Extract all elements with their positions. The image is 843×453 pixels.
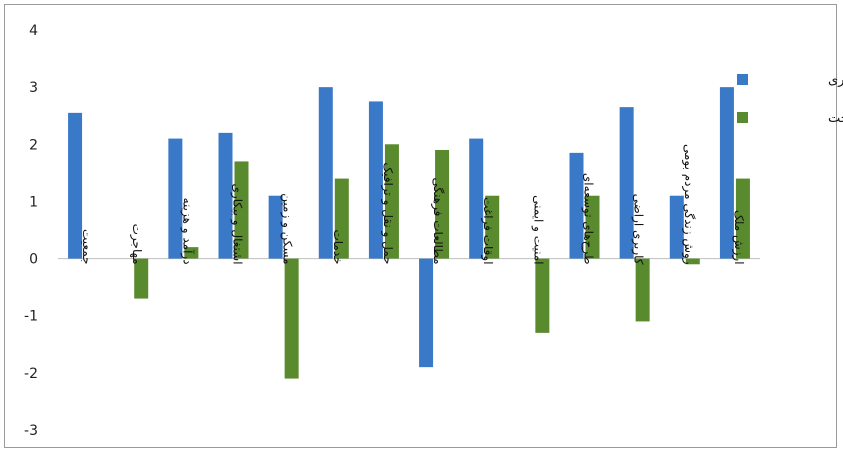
- bar-series2-1: [134, 258, 149, 299]
- bar-series2-13: [735, 178, 750, 259]
- category-label: امنیت و ایمنی: [530, 195, 545, 264]
- legend-swatch: [737, 74, 748, 85]
- category-label: خدمات: [331, 229, 345, 264]
- y-tick-label: -1: [24, 309, 38, 325]
- bar-series2-7: [435, 150, 450, 259]
- category-label: اشتغال و بیکاری: [230, 184, 245, 265]
- bar-series1-8: [469, 138, 484, 259]
- category-label: مطالعات فرهنگی: [430, 177, 445, 264]
- category-label: جمعیت: [80, 229, 94, 265]
- y-tick-label: 4: [29, 23, 38, 39]
- bar-series1-2: [168, 138, 183, 259]
- category-label: اوقات فراغت: [480, 197, 495, 264]
- bar-series2-4: [284, 258, 299, 379]
- category-label: ارزش ملک: [731, 210, 746, 265]
- y-tick-label: -2: [24, 366, 38, 382]
- bar-series2-8: [485, 195, 500, 259]
- bar-series2-3: [234, 161, 249, 259]
- category-label: مهاجرت: [129, 224, 144, 265]
- legend-label: بهره برداری: [828, 73, 843, 88]
- y-tick-label: -3: [24, 423, 38, 439]
- legend-swatch: [737, 112, 748, 123]
- category-label: مسکن و زمین: [280, 193, 295, 264]
- y-tick-label: 3: [29, 80, 38, 96]
- bar-series2-2: [184, 247, 199, 259]
- category-label: روش زندگی مردم بومی: [681, 144, 696, 265]
- category-label: حمل و نقل و ترافیک: [380, 162, 395, 264]
- legend-label: ساخت: [828, 111, 843, 126]
- bar-series2-6: [384, 144, 399, 259]
- y-tick-label: 0: [29, 252, 38, 268]
- bar-series1-4: [268, 195, 283, 259]
- y-tick-label: 1: [29, 194, 38, 210]
- bar-series2-12: [685, 258, 700, 265]
- bar-series1-12: [669, 195, 684, 259]
- bar-series2-9: [535, 258, 550, 333]
- bar-series2-10: [585, 195, 600, 259]
- bar-series1-6: [368, 101, 383, 259]
- bar-series1-0: [68, 112, 83, 259]
- bar-series1-11: [619, 107, 634, 259]
- bar-series2-5: [334, 178, 349, 259]
- y-tick-label: 2: [29, 137, 38, 153]
- bar-series1-5: [318, 87, 333, 259]
- bar-series1-13: [719, 87, 734, 259]
- category-label: کاربری اراضی: [631, 194, 646, 265]
- category-label: طرح‌های توسعه‌ای: [581, 173, 596, 265]
- chart-frame: [4, 4, 837, 448]
- category-label: درآمد و هزینه: [179, 198, 195, 265]
- bar-series2-11: [635, 258, 650, 322]
- bar-series1-10: [569, 152, 584, 259]
- bar-series1-7: [419, 258, 434, 368]
- bar-series1-3: [218, 132, 233, 259]
